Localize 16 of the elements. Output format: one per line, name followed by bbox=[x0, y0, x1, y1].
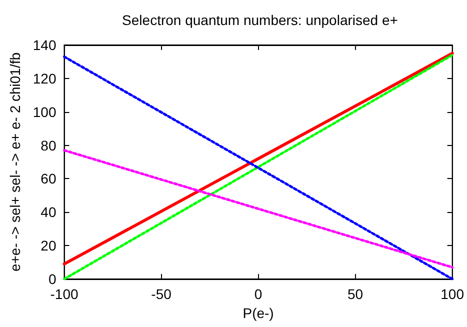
y-tick-label: 80 bbox=[40, 137, 56, 154]
y-axis-title: e+e- -> sel+ sel- -> e+ e- 2 chi01/fb bbox=[7, 52, 23, 272]
x-tick-label: 100 bbox=[440, 286, 464, 302]
y-tick-label: 20 bbox=[40, 238, 56, 254]
y-tick-label: 0 bbox=[48, 271, 56, 287]
x-tick-label: 50 bbox=[348, 286, 364, 302]
y-tick-label: 120 bbox=[32, 70, 56, 86]
y-tick-label: 40 bbox=[40, 204, 56, 220]
chart-title: Selectron quantum numbers: unpolarised e+ bbox=[122, 12, 398, 28]
x-axis-title: P(e-) bbox=[242, 304, 274, 321]
x-tick-label: -50 bbox=[151, 286, 172, 302]
x-tick-label: 0 bbox=[254, 286, 262, 302]
x-tick-label: -100 bbox=[50, 286, 78, 302]
y-tick-label: 140 bbox=[32, 37, 56, 53]
y-tick-label: 60 bbox=[40, 170, 56, 187]
y-tick-label: 100 bbox=[32, 104, 56, 120]
